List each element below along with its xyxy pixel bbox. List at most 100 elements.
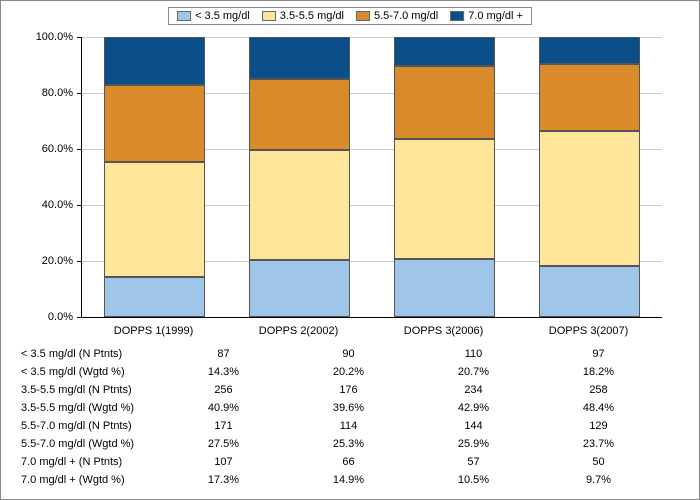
bar-segment [249, 37, 351, 79]
row-cell: 107 [161, 456, 286, 468]
bar-segment [104, 162, 206, 277]
row-label: 7.0 mg/dl + (Wgtd %) [21, 474, 161, 486]
legend-label: < 3.5 mg/dl [195, 10, 250, 22]
row-label: < 3.5 mg/dl (Wgtd %) [21, 366, 161, 378]
table-row: 5.5-7.0 mg/dl (N Ptnts)171114144129 [21, 417, 661, 435]
legend-item: 7.0 mg/dl + [450, 10, 523, 22]
bar-slot [372, 37, 517, 317]
row-cell: 87 [161, 348, 286, 360]
legend-swatch-icon [356, 11, 370, 21]
row-cell: 90 [286, 348, 411, 360]
legend-label: 3.5-5.5 mg/dl [280, 10, 344, 22]
row-cell: 129 [536, 420, 661, 432]
bar-segment [394, 66, 496, 139]
row-cell: 256 [161, 384, 286, 396]
legend-label: 7.0 mg/dl + [468, 10, 523, 22]
bar-segment [539, 131, 641, 267]
bars-container [82, 37, 662, 317]
table-row: 3.5-5.5 mg/dl (N Ptnts)256176234258 [21, 381, 661, 399]
row-cell: 50 [536, 456, 661, 468]
row-cell: 110 [411, 348, 536, 360]
bar-segment [104, 37, 206, 85]
legend-swatch-icon [450, 11, 464, 21]
y-tick-label: 80.0% [1, 87, 73, 99]
stacked-bar [394, 37, 496, 317]
bar-segment [249, 150, 351, 261]
row-cell: 42.9% [411, 402, 536, 414]
row-cell: 10.5% [411, 474, 536, 486]
row-cell: 27.5% [161, 438, 286, 450]
bar-segment [394, 37, 496, 66]
row-cell: 66 [286, 456, 411, 468]
row-cell: 234 [411, 384, 536, 396]
row-cell: 14.3% [161, 366, 286, 378]
y-tick-label: 60.0% [1, 143, 73, 155]
row-label: 3.5-5.5 mg/dl (Wgtd %) [21, 402, 161, 414]
chart-frame: < 3.5 mg/dl 3.5-5.5 mg/dl 5.5-7.0 mg/dl … [0, 0, 700, 500]
y-tick-mark [77, 317, 82, 318]
row-cell: 23.7% [536, 438, 661, 450]
row-cell: 25.3% [286, 438, 411, 450]
row-cell: 25.9% [411, 438, 536, 450]
y-tick-label: 100.0% [1, 31, 73, 43]
row-label: 7.0 mg/dl + (N Ptnts) [21, 456, 161, 468]
row-cell: 171 [161, 420, 286, 432]
bar-segment [539, 266, 641, 317]
row-cell: 18.2% [536, 366, 661, 378]
bar-segment [539, 37, 641, 64]
row-cell: 9.7% [536, 474, 661, 486]
x-axis-label: DOPPS 3(2007) [516, 321, 661, 337]
table-row: 7.0 mg/dl + (N Ptnts)107665750 [21, 453, 661, 471]
data-table: < 3.5 mg/dl (N Ptnts)879011097 < 3.5 mg/d… [21, 345, 661, 489]
row-label: 3.5-5.5 mg/dl (N Ptnts) [21, 384, 161, 396]
legend-swatch-icon [262, 11, 276, 21]
row-label: 5.5-7.0 mg/dl (Wgtd %) [21, 438, 161, 450]
legend-swatch-icon [177, 11, 191, 21]
bar-slot [517, 37, 662, 317]
row-cell: 20.2% [286, 366, 411, 378]
legend: < 3.5 mg/dl 3.5-5.5 mg/dl 5.5-7.0 mg/dl … [168, 7, 532, 25]
bar-segment [394, 139, 496, 259]
row-cell: 20.7% [411, 366, 536, 378]
row-cell: 14.9% [286, 474, 411, 486]
stacked-bar [249, 37, 351, 317]
x-axis-label: DOPPS 2(2002) [226, 321, 371, 337]
stacked-bar [539, 37, 641, 317]
plot-area [81, 37, 662, 318]
row-cell: 258 [536, 384, 661, 396]
table-row: < 3.5 mg/dl (Wgtd %)14.3%20.2%20.7%18.2% [21, 363, 661, 381]
bar-segment [249, 79, 351, 150]
row-cell: 144 [411, 420, 536, 432]
y-tick-label: 40.0% [1, 199, 73, 211]
y-tick-label: 20.0% [1, 255, 73, 267]
row-label: 5.5-7.0 mg/dl (N Ptnts) [21, 420, 161, 432]
bar-segment [539, 64, 641, 130]
bar-slot [82, 37, 227, 317]
table-row: 3.5-5.5 mg/dl (Wgtd %)40.9%39.6%42.9%48.… [21, 399, 661, 417]
bar-segment [394, 259, 496, 317]
bar-slot [227, 37, 372, 317]
bar-segment [249, 260, 351, 317]
legend-label: 5.5-7.0 mg/dl [374, 10, 438, 22]
row-cell: 40.9% [161, 402, 286, 414]
row-cell: 114 [286, 420, 411, 432]
y-tick-label: 0.0% [1, 311, 73, 323]
row-cell: 48.4% [536, 402, 661, 414]
stacked-bar [104, 37, 206, 317]
row-cell: 97 [536, 348, 661, 360]
bar-segment [104, 85, 206, 162]
row-label: < 3.5 mg/dl (N Ptnts) [21, 348, 161, 360]
row-cell: 176 [286, 384, 411, 396]
x-axis-label: DOPPS 1(1999) [81, 321, 226, 337]
row-cell: 57 [411, 456, 536, 468]
bar-segment [104, 277, 206, 317]
legend-item: 5.5-7.0 mg/dl [356, 10, 438, 22]
legend-item: < 3.5 mg/dl [177, 10, 250, 22]
table-row: 5.5-7.0 mg/dl (Wgtd %)27.5%25.3%25.9%23.… [21, 435, 661, 453]
x-axis-label: DOPPS 3(2006) [371, 321, 516, 337]
row-cell: 39.6% [286, 402, 411, 414]
legend-item: 3.5-5.5 mg/dl [262, 10, 344, 22]
table-row: 7.0 mg/dl + (Wgtd %)17.3%14.9%10.5%9.7% [21, 471, 661, 489]
x-axis-labels: DOPPS 1(1999)DOPPS 2(2002)DOPPS 3(2006)D… [81, 321, 661, 337]
row-cell: 17.3% [161, 474, 286, 486]
